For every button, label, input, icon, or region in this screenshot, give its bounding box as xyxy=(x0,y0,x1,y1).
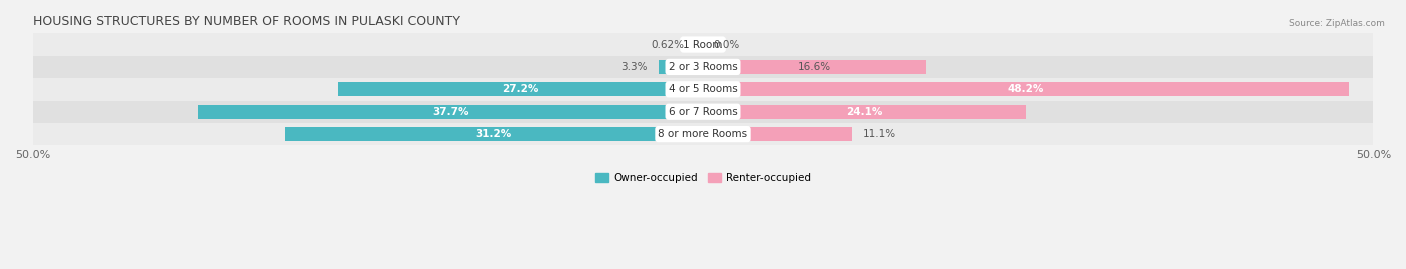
Text: 4 or 5 Rooms: 4 or 5 Rooms xyxy=(669,84,737,94)
Bar xyxy=(32,101,1374,123)
Text: Source: ZipAtlas.com: Source: ZipAtlas.com xyxy=(1289,19,1385,28)
Bar xyxy=(197,105,703,119)
Text: 11.1%: 11.1% xyxy=(862,129,896,139)
Bar xyxy=(695,38,703,51)
Text: 3.3%: 3.3% xyxy=(621,62,648,72)
Text: 37.7%: 37.7% xyxy=(432,107,468,117)
Bar xyxy=(32,123,1374,145)
Text: 8 or more Rooms: 8 or more Rooms xyxy=(658,129,748,139)
Text: 48.2%: 48.2% xyxy=(1008,84,1045,94)
Bar xyxy=(703,82,1350,96)
Bar xyxy=(659,60,703,74)
Text: 0.62%: 0.62% xyxy=(651,40,683,49)
Bar xyxy=(703,105,1026,119)
Legend: Owner-occupied, Renter-occupied: Owner-occupied, Renter-occupied xyxy=(591,169,815,187)
Bar xyxy=(32,78,1374,101)
Bar xyxy=(32,33,1374,56)
Text: 1 Room: 1 Room xyxy=(683,40,723,49)
Bar xyxy=(32,56,1374,78)
Bar xyxy=(284,127,703,141)
Text: 31.2%: 31.2% xyxy=(475,129,512,139)
Text: 27.2%: 27.2% xyxy=(502,84,538,94)
Text: 0.0%: 0.0% xyxy=(714,40,740,49)
Text: 16.6%: 16.6% xyxy=(797,62,831,72)
Text: 24.1%: 24.1% xyxy=(846,107,883,117)
Text: HOUSING STRUCTURES BY NUMBER OF ROOMS IN PULASKI COUNTY: HOUSING STRUCTURES BY NUMBER OF ROOMS IN… xyxy=(32,15,460,28)
Bar xyxy=(703,60,925,74)
Text: 2 or 3 Rooms: 2 or 3 Rooms xyxy=(669,62,737,72)
Bar xyxy=(703,127,852,141)
Bar xyxy=(339,82,703,96)
Text: 6 or 7 Rooms: 6 or 7 Rooms xyxy=(669,107,737,117)
